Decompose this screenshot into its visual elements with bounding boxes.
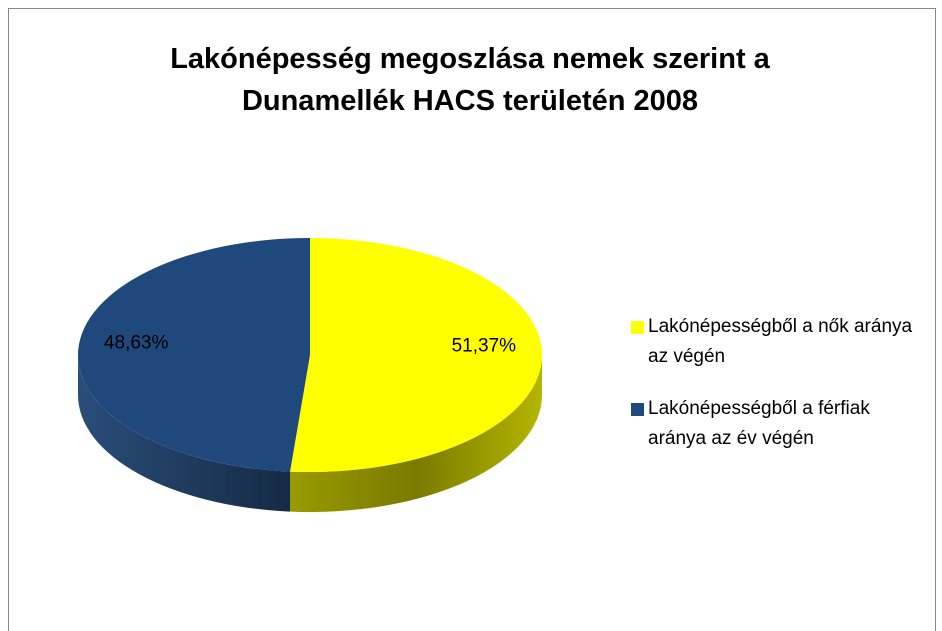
slice-side xyxy=(78,355,291,512)
chart-title: Lakónépesség megoszlása nemek szerint a … xyxy=(170,43,770,117)
legend-item: Lakónépességből a férfiak aránya az év v… xyxy=(631,394,923,454)
legend-item: Lakónépességből a nők aránya az végén xyxy=(631,312,923,372)
slice-side xyxy=(290,355,542,512)
chart-border xyxy=(8,8,936,631)
legend-swatch xyxy=(631,403,644,416)
legend-label: Lakónépességből a nők aránya az végén xyxy=(648,316,913,367)
legend-swatch xyxy=(631,321,644,334)
legend-label: Lakónépességből a férfiak aránya az év v… xyxy=(648,398,870,449)
slice xyxy=(77,238,310,472)
slice xyxy=(290,238,542,472)
data-label: 48,63% xyxy=(104,333,169,354)
data-label: 51,37% xyxy=(452,336,517,357)
